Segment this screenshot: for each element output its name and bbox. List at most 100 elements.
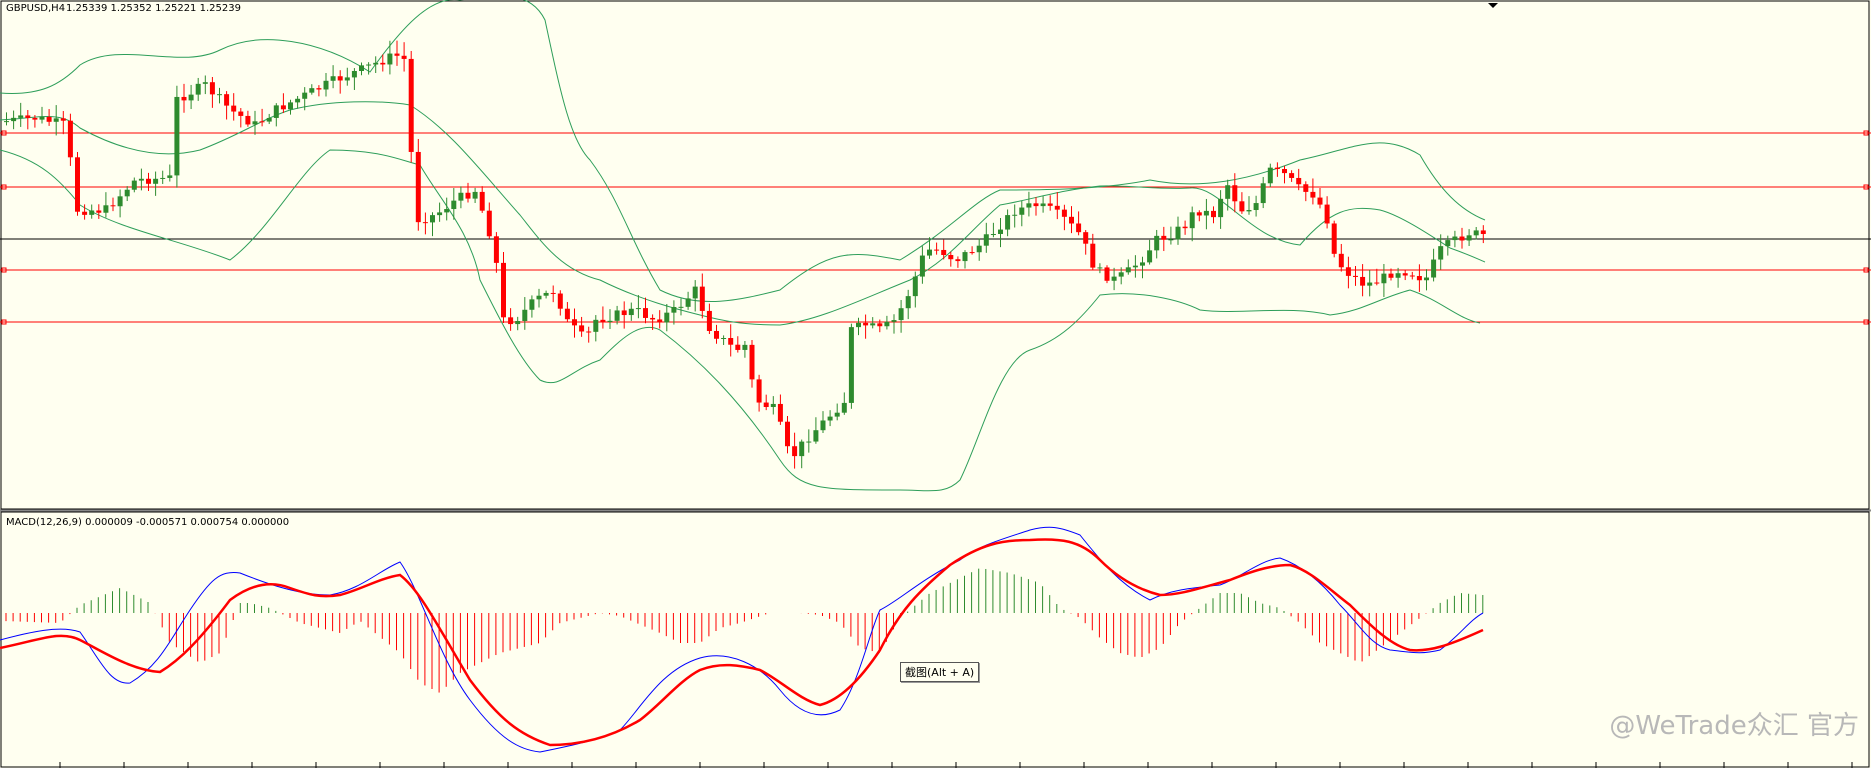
candle-body [18,115,24,118]
candle-body [1033,203,1039,207]
candle-body [124,189,130,197]
candle-body [316,88,322,90]
candle-body [1125,267,1131,273]
candle-body [827,416,833,421]
candle-body [1345,267,1351,276]
candle-body [501,262,506,318]
candle-body [969,252,975,254]
screenshot-tooltip: 截图(Alt + A) [900,662,980,682]
candle-body [1310,191,1316,198]
candle-body [714,330,719,339]
candle-body [1196,212,1202,216]
candle-body [1104,267,1110,281]
candle-body [1203,210,1209,216]
candle-body [110,205,116,207]
candle-body [870,323,876,326]
candle-body [217,94,222,96]
candle-body [927,249,932,256]
candle-body [1132,265,1138,268]
candle-body [948,255,954,260]
candle-body [444,209,450,213]
candle-body [863,322,869,326]
candle-body [1296,177,1302,185]
candle-body [451,200,457,210]
macd-panel-border [0,511,1870,768]
candle-body [820,420,826,431]
candle-body [564,308,570,320]
candle-body [579,325,585,332]
candle-body [678,306,684,308]
candle-body [643,308,648,318]
candle-body [181,96,187,101]
candle-body [344,77,350,81]
shift-marker-icon [1488,3,1498,8]
candle-body [1076,223,1082,233]
candle-body [664,312,670,323]
main-chart-border [0,0,1870,510]
candle-body [1289,173,1295,178]
candle-body [955,259,961,262]
candle-body [919,255,925,277]
candle-body [39,116,45,120]
candle-body [1438,246,1444,260]
candle-body [1083,232,1089,244]
candle-body [536,295,542,300]
candle-body [309,88,315,93]
candle-body [486,210,492,237]
candle-body [1367,282,1373,286]
candle-body [884,321,890,327]
candle-body [1459,236,1465,241]
candle-body [167,175,173,178]
candle-body [806,441,812,443]
candle-body [834,412,840,417]
candle-body [302,92,308,99]
candle-body [841,402,847,413]
candle-body [146,178,151,184]
bollinger-upper-band [0,0,1486,303]
candle-body [1211,210,1216,218]
candle-body [1480,230,1486,234]
candle-body [699,286,705,311]
candle-body [891,320,897,322]
candle-body [515,321,521,325]
candle-body [1282,169,1287,174]
candle-body [770,403,776,408]
candle-body [401,55,407,59]
candle-body [174,96,180,176]
candle-body [96,210,102,213]
candle-body [245,115,251,125]
candle-body [550,292,556,294]
candle-body [60,118,66,121]
candle-body [1090,243,1096,268]
candle-body [1452,236,1458,241]
candle-body [1026,203,1032,208]
macd-main-line [0,526,1484,753]
level-anchor [1,267,7,273]
candle-body [67,120,73,158]
candle-body [472,191,478,199]
candle-body [46,116,52,122]
candle-body [1381,273,1387,284]
candle-body [394,53,400,56]
candle-body [1388,273,1394,278]
candle-body [905,296,911,309]
candle-body [337,76,343,81]
candle-body [998,229,1003,235]
candle-body [813,430,819,442]
candle-body [380,62,386,65]
candle-body [877,323,883,327]
candle-body [1047,203,1053,206]
candle-body [238,111,244,116]
candle-body [522,309,528,322]
candle-body [1040,203,1046,207]
candle-body [458,192,464,201]
candle-body [131,180,137,190]
candle-body [465,192,471,199]
candle-body [1353,275,1358,277]
candle-body [1154,235,1160,251]
candle-body [1168,239,1174,241]
level-anchor [1,130,7,136]
candle-body [89,210,95,215]
